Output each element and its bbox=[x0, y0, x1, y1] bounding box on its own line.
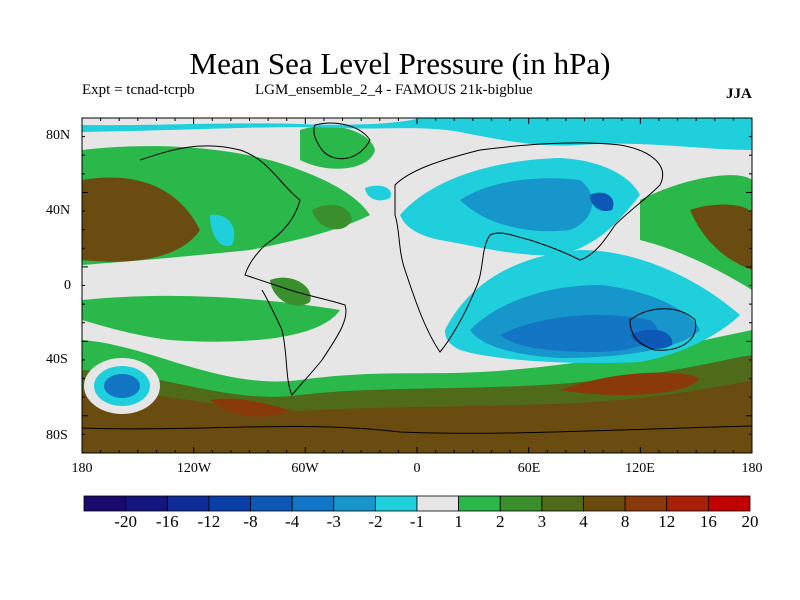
colorbar-label: 3 bbox=[537, 512, 547, 531]
north-west-pacific-green bbox=[640, 175, 752, 290]
colorbar-label: 2 bbox=[496, 512, 505, 531]
colorbar-label: -20 bbox=[114, 512, 137, 531]
colorbar-label: 20 bbox=[741, 512, 759, 531]
antarctica-coast bbox=[82, 425, 752, 434]
colorbar-swatch bbox=[374, 495, 418, 512]
colorbar-swatch bbox=[499, 495, 543, 512]
colorbar-label: 8 bbox=[620, 512, 630, 531]
colorbar-swatch bbox=[541, 495, 584, 512]
colorbar-swatch bbox=[291, 495, 335, 512]
afro-eurasia-coast bbox=[394, 142, 663, 353]
colorbar-label: -8 bbox=[243, 512, 258, 531]
colorbar-swatch bbox=[83, 495, 127, 512]
map-ticks bbox=[81, 117, 753, 454]
americas-coast bbox=[139, 145, 347, 396]
colorbar-swatch bbox=[125, 495, 168, 512]
atlantic-green-cell bbox=[312, 204, 352, 230]
lat-label-80s: 80S bbox=[46, 428, 68, 443]
colorbar-label: 4 bbox=[579, 512, 588, 531]
colorbar-swatch bbox=[208, 495, 251, 512]
pacific-low-core bbox=[104, 374, 140, 398]
indian-low-core bbox=[630, 329, 673, 349]
eurasian-low-mid bbox=[460, 178, 593, 232]
colorbar-label: -16 bbox=[155, 512, 179, 531]
colorbar-swatch bbox=[416, 495, 460, 512]
lat-label-40n: 40N bbox=[46, 203, 71, 218]
southern-brown-band bbox=[82, 380, 752, 453]
north-pacific-brown bbox=[82, 177, 200, 262]
north-atlantic-low bbox=[365, 185, 391, 201]
gulf-low bbox=[210, 214, 235, 247]
lon-label-180w: 180 bbox=[71, 461, 93, 476]
south-america-green bbox=[270, 277, 311, 306]
colorbar-label: -1 bbox=[409, 512, 425, 531]
arctic-low-strip bbox=[82, 118, 752, 150]
west-pacific-brown bbox=[690, 204, 752, 270]
colorbar-label: -4 bbox=[285, 512, 300, 531]
lon-label-120w: 120W bbox=[176, 461, 212, 476]
lon-label-120e: 120E bbox=[625, 461, 655, 476]
experiment-label: Expt = tcnad-tcrpb bbox=[82, 82, 195, 98]
colorbar-swatch bbox=[624, 495, 668, 512]
colorbar-swatch bbox=[458, 495, 501, 512]
colorbar-swatch bbox=[666, 495, 709, 512]
colorbar-label: 1 bbox=[454, 512, 463, 531]
australia-coast bbox=[629, 308, 697, 351]
lat-label-0: 0 bbox=[64, 278, 71, 293]
indian-low-inner bbox=[500, 315, 658, 352]
greenland-coast bbox=[313, 122, 371, 160]
map-field bbox=[82, 118, 752, 453]
lat-label-80n: 80N bbox=[46, 128, 71, 143]
colorbar-label: -2 bbox=[368, 512, 383, 531]
colorbar-label: 12 bbox=[658, 512, 676, 531]
lon-label-180e: 180 bbox=[741, 461, 763, 476]
lon-label-0: 0 bbox=[413, 461, 421, 476]
colorbar-swatch bbox=[583, 495, 626, 512]
southern-indian-high bbox=[560, 372, 700, 396]
colorbar-swatch bbox=[333, 495, 376, 512]
colorbar-label: -12 bbox=[197, 512, 221, 531]
tropical-green-band bbox=[82, 295, 340, 342]
greenland-green bbox=[300, 126, 375, 169]
lat-label-40s: 40S bbox=[46, 352, 68, 367]
colorbar-label: -3 bbox=[326, 512, 341, 531]
colorbar-swatch bbox=[250, 495, 293, 512]
lon-label-60e: 60E bbox=[517, 461, 541, 476]
eurasian-low-core bbox=[590, 192, 614, 212]
coastlines bbox=[82, 122, 752, 434]
colorbar-swatch bbox=[166, 495, 210, 512]
map-title: Mean Sea Level Pressure (in hPa) bbox=[189, 46, 611, 81]
colorbar-swatch bbox=[707, 495, 751, 512]
colorbar-label: 16 bbox=[699, 512, 717, 531]
season-label: JJA bbox=[726, 86, 752, 102]
southern-pacific-high bbox=[210, 398, 290, 417]
lon-label-60w: 60W bbox=[291, 461, 319, 476]
ensemble-label: LGM_ensemble_2_4 - FAMOUS 21k-bigblue bbox=[255, 82, 533, 98]
